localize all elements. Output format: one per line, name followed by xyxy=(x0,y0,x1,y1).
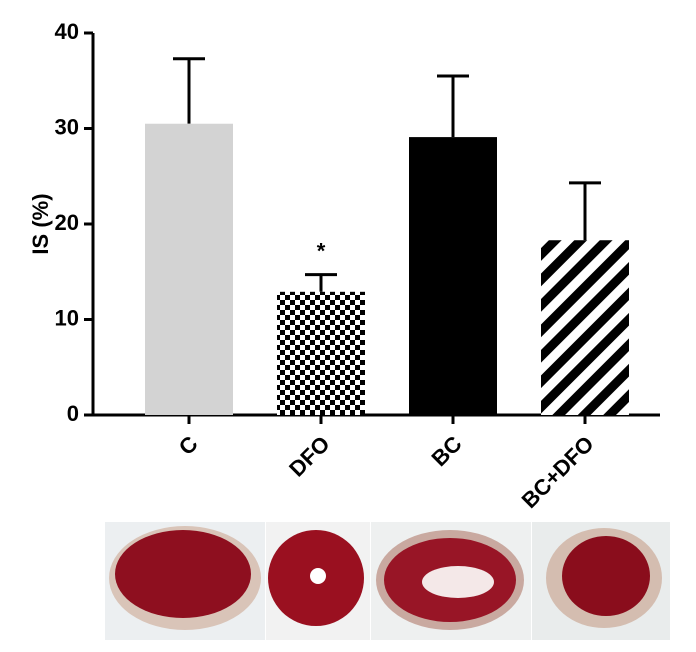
x-tick-label: BC+DFO xyxy=(517,431,599,513)
y-tick-label: 30 xyxy=(55,114,79,139)
annotation: * xyxy=(317,238,326,263)
y-tick-label: 20 xyxy=(55,210,79,235)
y-tick-label: 0 xyxy=(67,401,79,426)
bar xyxy=(409,137,497,415)
x-tick-label: BC xyxy=(426,431,466,471)
x-tick-label: DFO xyxy=(284,431,335,482)
bar xyxy=(541,240,629,415)
photos xyxy=(105,522,670,640)
bar xyxy=(145,123,233,415)
y-axis-label: IS (%) xyxy=(28,193,53,254)
y-tick-label: 10 xyxy=(55,305,79,330)
bar xyxy=(277,291,365,415)
x-tick-label: C xyxy=(174,431,203,460)
y-tick-label: 40 xyxy=(55,19,79,44)
